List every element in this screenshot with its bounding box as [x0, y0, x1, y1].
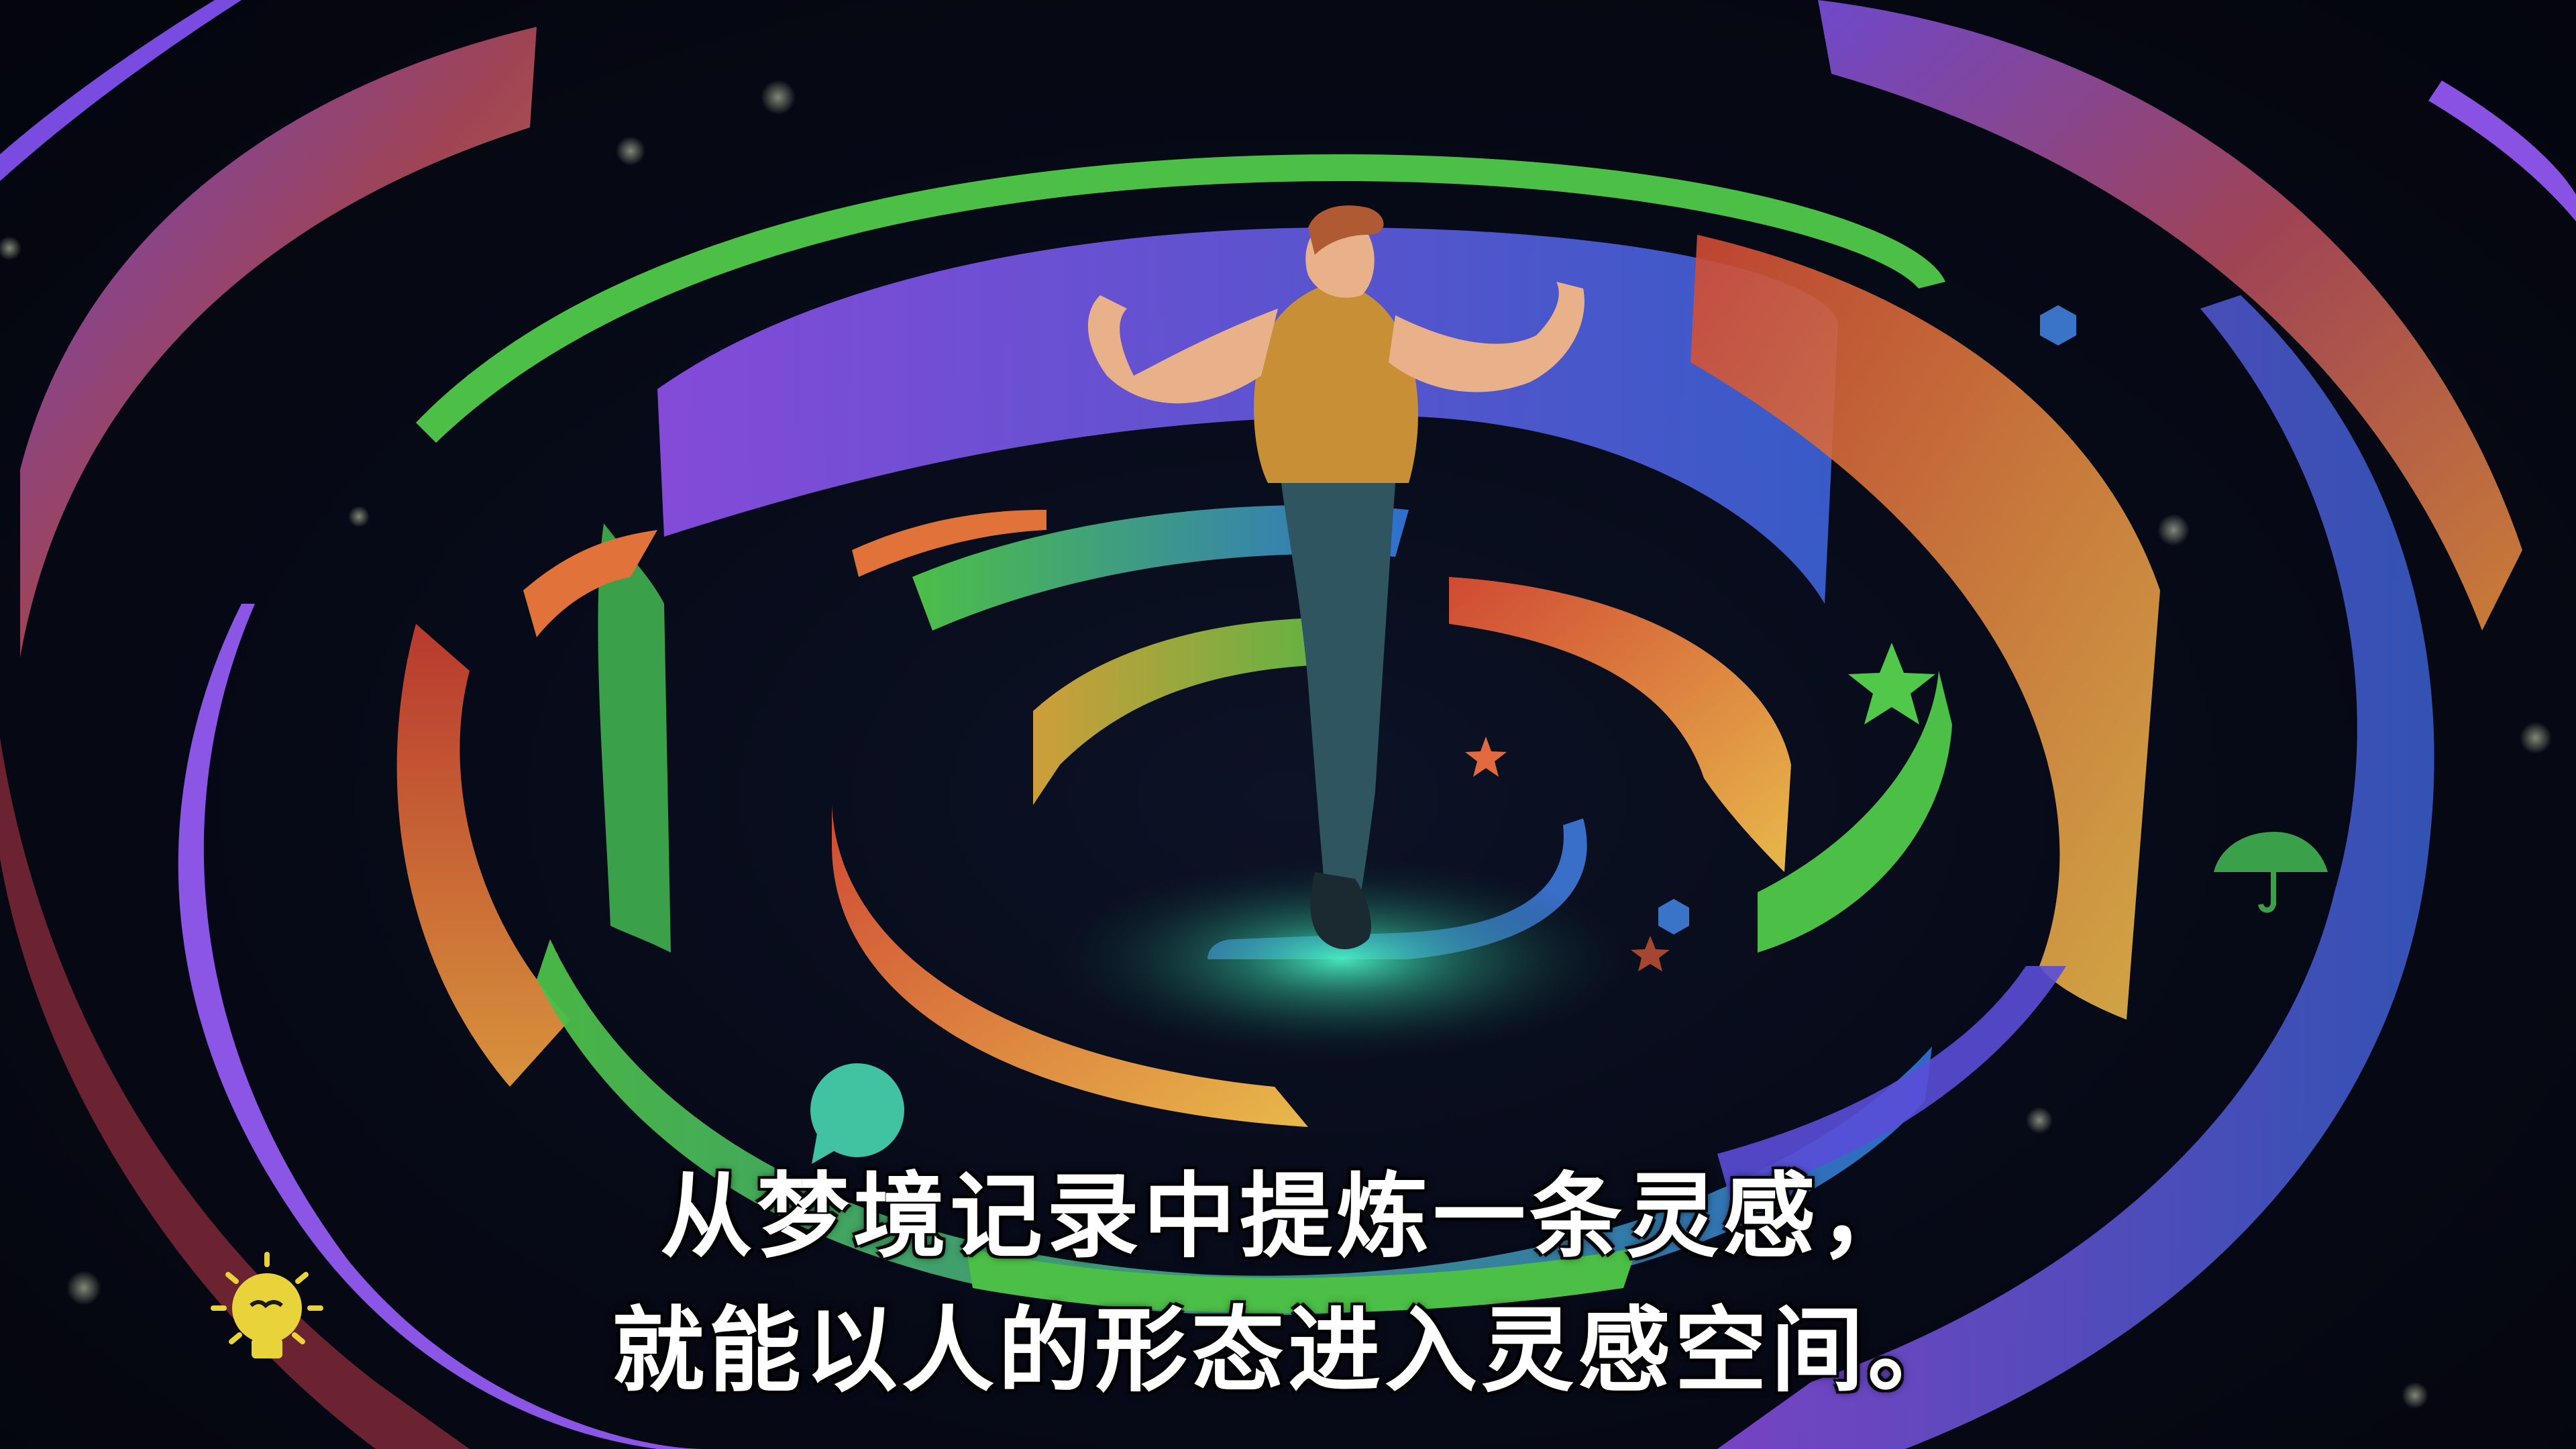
- hexagon-icon: [2040, 305, 2076, 345]
- star-icon: [1465, 737, 1507, 777]
- lightbulb-icon: [211, 1252, 323, 1358]
- decorations: [211, 305, 2328, 1358]
- middle-rings: [396, 154, 2160, 1316]
- floating-person: [1087, 205, 1585, 949]
- speech-bubble-icon: [810, 1063, 904, 1164]
- subtitle-line-1: 从梦境记录中提炼一条灵感，: [659, 1163, 1916, 1271]
- dust-particles: [0, 80, 2552, 1409]
- subtitle-line-2: 就能以人的形态进入灵感空间。: [611, 1297, 1964, 1405]
- star-icon: [1631, 936, 1670, 971]
- star-icon: [1848, 643, 1935, 724]
- hexagon-icon: [1658, 899, 1689, 934]
- umbrella-icon: [2214, 832, 2328, 913]
- spotlight-glow: [1053, 859, 1630, 1060]
